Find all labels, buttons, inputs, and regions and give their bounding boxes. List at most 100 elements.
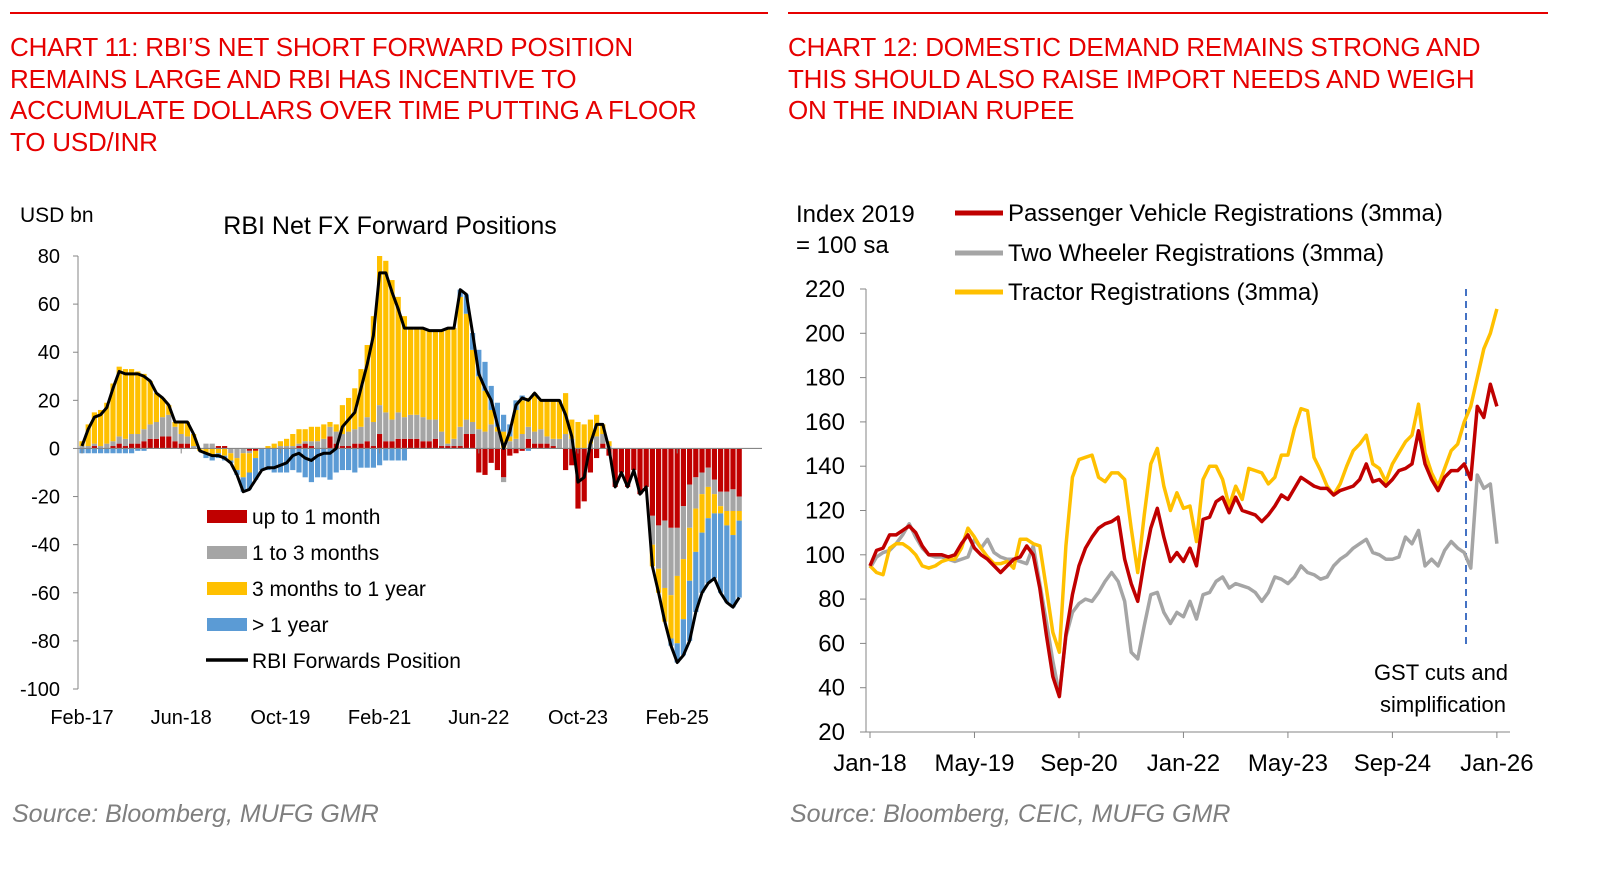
bar-segment [383, 260, 389, 413]
bar-segment [364, 448, 370, 468]
bar-segment [532, 443, 538, 449]
bar-segment [358, 443, 364, 449]
right-y-unit-label-2: = 100 sa [796, 232, 889, 259]
bar-segment [153, 393, 159, 422]
x-tick-label: Jan-22 [1147, 750, 1220, 777]
bar-segment [389, 441, 395, 449]
bar-segment [215, 446, 221, 449]
bar-segment [476, 376, 482, 430]
bar-segment [718, 506, 724, 514]
bar-segment [203, 448, 209, 454]
bar-segment [432, 438, 438, 449]
bar-segment [321, 448, 327, 478]
heading-line: ON THE INDIAN RUPEE [788, 95, 1075, 125]
legend-label: RBI Forwards Position [252, 650, 461, 673]
legend-swatch-over-1-year [207, 618, 247, 631]
bar-segment [389, 419, 395, 442]
series-line-rbi-forwards-position [80, 271, 741, 665]
bar-segment [141, 429, 147, 442]
bar-segment [284, 438, 290, 447]
bar-segment [711, 479, 717, 495]
bar-segment [476, 448, 482, 473]
bar-segment [544, 400, 550, 437]
bar-segment [662, 520, 668, 588]
bar-segment [302, 443, 308, 449]
bar-segment [265, 448, 271, 471]
bar-segment [358, 369, 364, 427]
bar-segment [476, 429, 482, 449]
bar-segment [736, 496, 742, 511]
series-line-tractor [868, 308, 1499, 655]
bar-segment [110, 446, 116, 449]
bar-segment [308, 426, 314, 442]
bar-segment [91, 443, 97, 447]
bar-segment [730, 535, 736, 608]
y-tick-label: -20 [31, 487, 60, 509]
bar-segment [284, 448, 290, 473]
bar-segment [184, 443, 190, 449]
bar-segment [600, 434, 606, 444]
bar-segment [253, 450, 259, 459]
bar-segment [290, 434, 296, 447]
bar-segment [705, 467, 711, 487]
bar-segment [680, 448, 686, 507]
bar-segment [525, 397, 531, 427]
bar-segment [488, 448, 494, 463]
bar-segment [693, 448, 699, 478]
bar-segment [476, 349, 482, 377]
bar-segment [470, 421, 476, 435]
left-bars [79, 256, 742, 663]
bar-segment [600, 443, 606, 449]
x-tick-label: Sep-20 [1040, 750, 1117, 777]
bar-segment [172, 441, 178, 449]
bar-segment [736, 510, 742, 521]
y-tick-label: 60 [38, 294, 60, 316]
bar-segment [699, 448, 705, 473]
right-legend: Passenger Vehicle Registrations (3mma) T… [955, 200, 1443, 306]
bar-segment [730, 510, 736, 536]
bar-segment [408, 438, 414, 449]
series-line-passenger-vehicle [868, 382, 1499, 699]
bar-segment [246, 450, 252, 454]
bar-segment [693, 508, 699, 552]
bar-segment [687, 448, 693, 485]
bar-segment [191, 434, 197, 447]
bar-segment [662, 587, 668, 622]
bar-segment [656, 568, 662, 593]
legend-label: Two Wheeler Registrations (3mma) [1008, 240, 1384, 267]
bar-segment [674, 575, 680, 644]
y-tick-label: 60 [818, 630, 845, 657]
bar-segment [383, 441, 389, 449]
heading-line: TO USD/INR [10, 126, 158, 157]
bar-segment [451, 328, 457, 439]
bar-segment [693, 551, 699, 613]
bar-segment [253, 458, 259, 480]
bar-segment [550, 446, 556, 449]
bar-segment [104, 443, 110, 449]
bar-segment [513, 448, 519, 454]
bar-segment [488, 409, 494, 425]
bar-segment [395, 448, 401, 461]
bar-segment [699, 472, 705, 495]
bar-segment [358, 426, 364, 444]
bar-segment [98, 446, 104, 449]
bar-segment [401, 316, 407, 418]
bar-segment [736, 448, 742, 497]
bar-segment [724, 525, 730, 603]
bar-segment [122, 448, 128, 454]
bar-segment [209, 455, 215, 461]
bar-segment [203, 443, 209, 449]
bar-segment [370, 446, 376, 449]
bar-segment [122, 438, 128, 447]
left-source: Source: Bloomberg, MUFG GMR [12, 800, 379, 828]
heading-line: ACCUMULATE DOLLARS OVER TIME PUTTING A F… [10, 95, 697, 125]
bar-segment [129, 369, 135, 435]
bar-segment [85, 424, 91, 447]
bar-segment [358, 448, 364, 468]
legend-swatch-up-to-1-month [207, 510, 247, 523]
right-lines [868, 308, 1499, 699]
bar-segment [184, 436, 190, 444]
bar-segment [327, 421, 333, 427]
bar-segment [687, 484, 693, 528]
